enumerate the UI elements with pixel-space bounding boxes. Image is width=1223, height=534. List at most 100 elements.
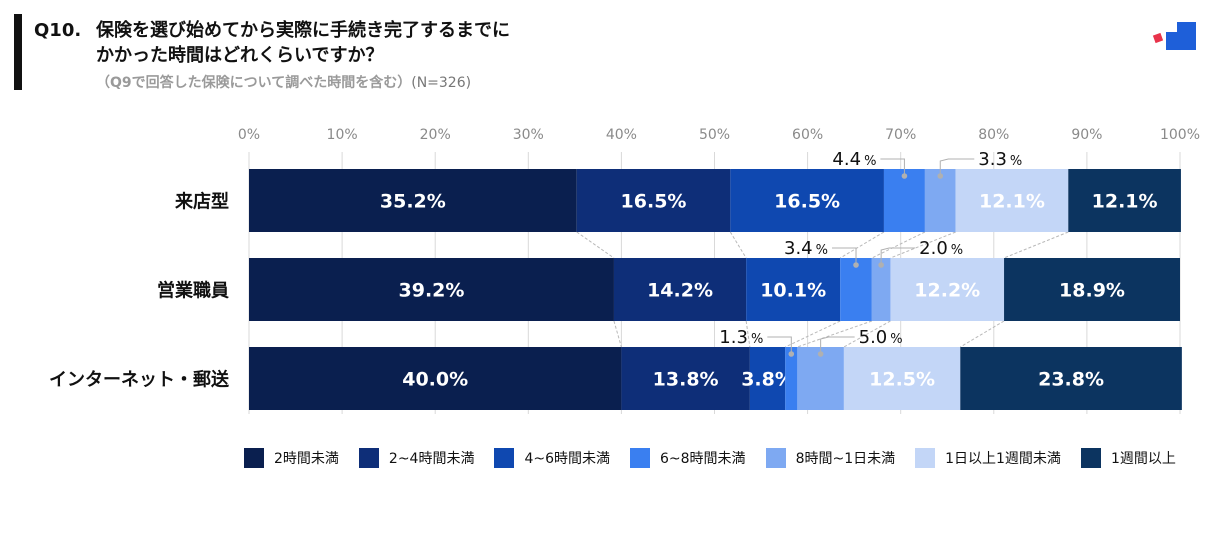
callout-line — [832, 247, 857, 265]
series-connector-line — [729, 231, 747, 259]
data-label: 12.5% — [869, 369, 935, 391]
x-tick-label: 60% — [792, 127, 823, 143]
legend-label: 2時間未満 — [274, 451, 339, 467]
sample-size: (N=326) — [411, 75, 472, 91]
legend-swatch — [358, 448, 379, 468]
x-tick-label: 40% — [606, 127, 637, 143]
legend-swatch — [494, 448, 515, 468]
series-connector-line — [797, 320, 873, 348]
data-label: 13.8% — [653, 369, 719, 391]
bar-segment — [840, 258, 872, 321]
x-tick-label: 10% — [327, 127, 358, 143]
callout-label: 3.4% — [784, 238, 828, 259]
callout-label: 2.0% — [919, 238, 963, 259]
legend-label: 6~8時間未満 — [660, 451, 746, 467]
data-label: 40.0% — [402, 369, 468, 391]
data-label: 18.9% — [1059, 280, 1125, 302]
data-label: 12.1% — [1092, 191, 1158, 213]
legend-swatch — [765, 448, 786, 468]
callout-line — [939, 158, 975, 176]
bar-segment — [955, 169, 1069, 232]
brand-logo-icon — [1152, 22, 1196, 50]
callout-label: 1.3% — [719, 327, 763, 348]
x-tick-label: 70% — [885, 127, 916, 143]
legend-swatch — [1080, 448, 1101, 468]
legend-label: 8時間~1日未満 — [795, 451, 896, 467]
bar-segment — [613, 258, 747, 321]
data-label: 3.8% — [741, 369, 794, 391]
series-connector-line — [785, 320, 841, 348]
bar-segment — [797, 347, 844, 410]
question-subtitle: （Q9で回答した保険について調べた時間を含む）(N=326) — [96, 72, 471, 92]
title-line-2: かかった時間はどれくらいですか？ — [96, 45, 384, 66]
bar-segment — [1068, 169, 1181, 232]
legend-swatch — [630, 448, 651, 468]
title-accent-bar — [14, 14, 22, 90]
category-label: 来店型 — [174, 191, 229, 213]
bar-segment — [871, 258, 891, 321]
data-label: 14.2% — [647, 280, 713, 302]
bar-segment — [785, 347, 798, 410]
x-tick-label: 80% — [978, 127, 1009, 143]
callout-line — [880, 247, 916, 265]
question-number: Q10. — [34, 20, 82, 41]
data-label: 12.1% — [979, 191, 1045, 213]
data-label: 23.8% — [1038, 369, 1104, 391]
category-label: インターネット・郵送 — [49, 369, 230, 391]
legend-item: 2時間未満 — [244, 448, 339, 468]
title-line-1: 保険を選び始めてから実際に手続き完了するまでに — [96, 20, 510, 41]
data-label: 16.5% — [621, 191, 687, 213]
legend-item: 6~8時間未満 — [630, 448, 746, 468]
bar-segment — [749, 347, 786, 410]
logo-red-mark — [1152, 32, 1164, 44]
stacked-bar-chart: 0% 10% 20% 30% 40% 50% 60% 70% 80% 90% 100% 来店型営業職員… — [49, 127, 1200, 414]
legend-swatch — [244, 448, 264, 468]
x-tick-label: 90% — [1071, 127, 1102, 143]
bar-segment — [924, 169, 956, 232]
x-tick-label: 0% — [238, 127, 260, 143]
series-connector-line — [843, 320, 891, 348]
callout-line — [820, 336, 855, 354]
legend-item: 4~6時間未満 — [494, 448, 610, 468]
data-label: 16.5% — [774, 191, 840, 213]
data-label: 10.1% — [760, 280, 826, 302]
series-connector-line — [839, 231, 885, 259]
callout-label: 3.3% — [978, 149, 1022, 170]
callout-label: 5.0% — [859, 327, 903, 348]
x-tick-label: 30% — [513, 127, 544, 143]
bar-segment — [621, 347, 750, 410]
bar-segment — [960, 347, 1182, 410]
subtitle-text: （Q9で回答した保険について調べた時間を含む） — [96, 75, 412, 91]
series-connector-line — [1003, 231, 1069, 259]
series-connector-line — [576, 231, 615, 259]
series-connector-line — [871, 231, 926, 259]
data-label: 12.2% — [914, 280, 980, 302]
legend-item: 2~4時間未満 — [358, 448, 475, 468]
bar-segment — [576, 169, 731, 232]
bar-segment — [249, 258, 614, 321]
callout-label: 4.4% — [832, 149, 876, 170]
legend-item: 8時間~1日未満 — [765, 448, 896, 468]
series-connector-line — [960, 320, 1005, 348]
chart-legend: 2時間未満 2~4時間未満 4~6時間未満 6~8時間未満 8時間~1日未満 1日以上1週… — [244, 448, 1176, 468]
legend-swatch — [915, 448, 936, 468]
legend-label: 1日以上1週間未満 — [945, 451, 1061, 467]
bar-segment — [883, 169, 925, 232]
data-label: 35.2% — [380, 191, 446, 213]
series-connector-line — [890, 231, 956, 259]
callout-line — [767, 336, 792, 354]
series-connector-line — [745, 320, 751, 348]
data-label: 39.2% — [399, 280, 465, 302]
legend-label: 1週間以上 — [1110, 451, 1176, 467]
legend-label: 4~6時間未満 — [524, 451, 611, 467]
x-tick-label: 100% — [1160, 127, 1200, 143]
legend-item: 1週間以上 — [1080, 448, 1176, 468]
question-title: Q10. 保険を選び始めてから実際に手続き完了するまでに かかった時間はどれくらい… — [34, 18, 510, 68]
bar-segment — [746, 258, 841, 321]
bar-segment — [249, 347, 622, 410]
legend-item: 1日以上1週間未満 — [915, 448, 1061, 468]
legend-label: 2~4時間未満 — [388, 451, 475, 467]
x-tick-label: 50% — [699, 127, 730, 143]
category-label: 営業職員 — [157, 280, 229, 302]
bar-segment — [1004, 258, 1180, 321]
